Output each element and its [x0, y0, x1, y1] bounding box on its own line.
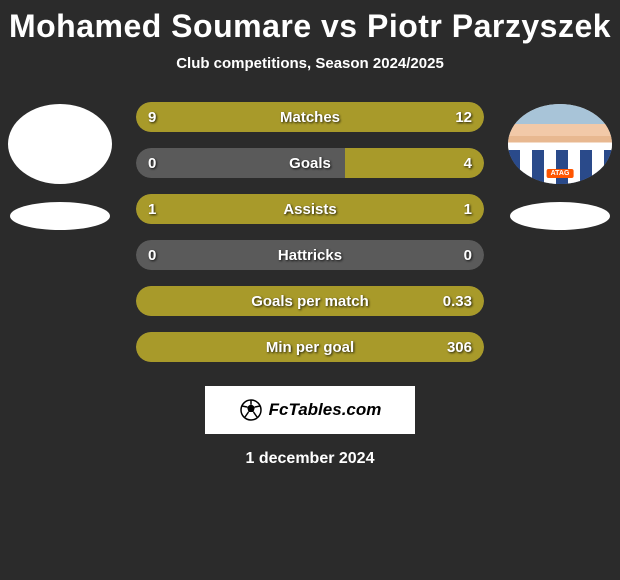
bar-row: 1Assists1	[136, 194, 484, 224]
bar-row: 0Hattricks0	[136, 240, 484, 270]
soccer-icon	[239, 398, 263, 422]
bar-label: Goals	[136, 148, 484, 178]
player-right-avatar: ATAG	[508, 104, 612, 184]
bar-value-right: 4	[464, 148, 472, 178]
bar-value-right: 1	[464, 194, 472, 224]
footer-date: 1 december 2024	[0, 450, 620, 468]
bar-value-right: 12	[455, 102, 472, 132]
comparison-chart: ATAG 9Matches120Goals41Assists10Hattrick…	[0, 102, 620, 372]
bar-row: Min per goal306	[136, 332, 484, 362]
avatar-shadow	[510, 202, 610, 230]
bar-label: Goals per match	[136, 286, 484, 316]
bar-row: 9Matches12	[136, 102, 484, 132]
bar-value-right: 0.33	[443, 286, 472, 316]
bar-label: Assists	[136, 194, 484, 224]
player-photo: ATAG	[508, 104, 612, 184]
page-subtitle: Club competitions, Season 2024/2025	[0, 55, 620, 72]
jersey-sponsor: ATAG	[547, 169, 574, 178]
player-left	[8, 104, 112, 230]
bar-label: Matches	[136, 102, 484, 132]
bar-value-right: 0	[464, 240, 472, 270]
brand-text: FcTables.com	[269, 400, 382, 420]
player-right: ATAG	[508, 104, 612, 230]
player-left-avatar	[8, 104, 112, 184]
bar-row: Goals per match0.33	[136, 286, 484, 316]
bar-row: 0Goals4	[136, 148, 484, 178]
avatar-shadow	[10, 202, 110, 230]
bar-label: Min per goal	[136, 332, 484, 362]
brand-badge: FcTables.com	[205, 386, 415, 434]
bar-label: Hattricks	[136, 240, 484, 270]
page-title: Mohamed Soumare vs Piotr Parzyszek	[0, 8, 620, 45]
bars-container: 9Matches120Goals41Assists10Hattricks0Goa…	[136, 102, 484, 378]
bar-value-right: 306	[447, 332, 472, 362]
